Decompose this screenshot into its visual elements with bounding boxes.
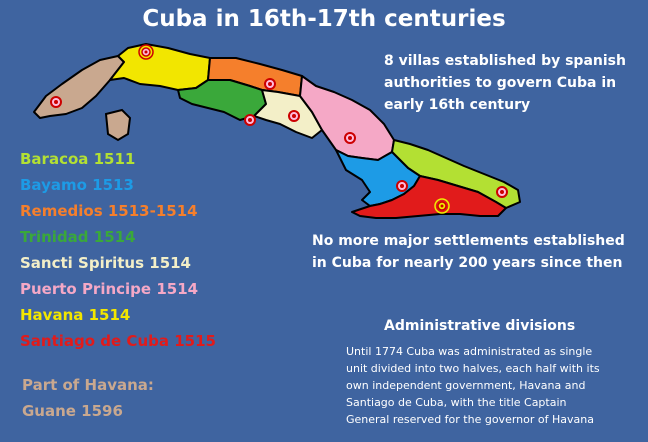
villa-marker-trinidad	[244, 114, 256, 126]
admin-text-line: General reserved for the governor of Hav…	[346, 413, 594, 426]
legend-item-sancti-spiritus: Sancti Spiritus 1514	[20, 254, 191, 272]
admin-divisions-title: Administrative divisions	[384, 318, 576, 334]
admin-divisions-text: Until 1774 Cuba was administrated as sin…	[346, 343, 640, 428]
villas-note-line: early 16th century	[384, 97, 531, 113]
settlements-note: No more major settlements established in…	[312, 230, 625, 274]
admin-text-line: Until 1774 Cuba was administrated as sin…	[346, 345, 593, 358]
guane-note-heading: Part of Havana:	[22, 376, 154, 394]
legend-item-puerto-principe: Puerto Principe 1514	[20, 280, 199, 298]
villa-marker-puerto-principe	[344, 132, 356, 144]
villa-marker-guane	[50, 96, 62, 108]
villa-marker-havana	[138, 44, 154, 60]
region-havana	[109, 43, 211, 91]
villa-marker-santiago	[434, 198, 450, 214]
legend-item-remedios: Remedios 1513-1514	[20, 202, 198, 220]
villa-marker-remedios	[264, 78, 276, 90]
region-sancti-spiritus	[253, 89, 323, 139]
region-santiago	[351, 175, 507, 219]
legend-item-trinidad: Trinidad 1514	[20, 228, 136, 246]
settlements-note-line: No more major settlements established	[312, 233, 625, 249]
admin-text-line: Santiago de Cuba, with the title Captain	[346, 396, 567, 409]
legend-item-santiago: Santiago de Cuba 1515	[20, 332, 216, 350]
villa-marker-bayamo	[396, 180, 408, 192]
villa-marker-baracoa	[496, 186, 508, 198]
admin-text-line: unit divided into two halves, each half …	[346, 362, 600, 375]
guane-note-label: Guane 1596	[22, 402, 123, 420]
villa-marker-sancti-spiritus	[288, 110, 300, 122]
villas-note: 8 villas established by spanish authorit…	[384, 50, 626, 116]
legend-item-baracoa: Baracoa 1511	[20, 150, 136, 168]
legend-item-havana: Havana 1514	[20, 306, 131, 324]
island-juventud	[104, 108, 132, 142]
villas-note-line: 8 villas established by spanish	[384, 53, 626, 69]
villas-note-line: authorities to govern Cuba in	[384, 75, 617, 91]
region-guane	[33, 55, 125, 119]
settlements-note-line: in Cuba for nearly 200 years since then	[312, 255, 623, 271]
admin-text-line: own independent government, Havana and	[346, 379, 586, 392]
legend-item-bayamo: Bayamo 1513	[20, 176, 134, 194]
map-title: Cuba in 16th-17th centuries	[142, 6, 506, 32]
